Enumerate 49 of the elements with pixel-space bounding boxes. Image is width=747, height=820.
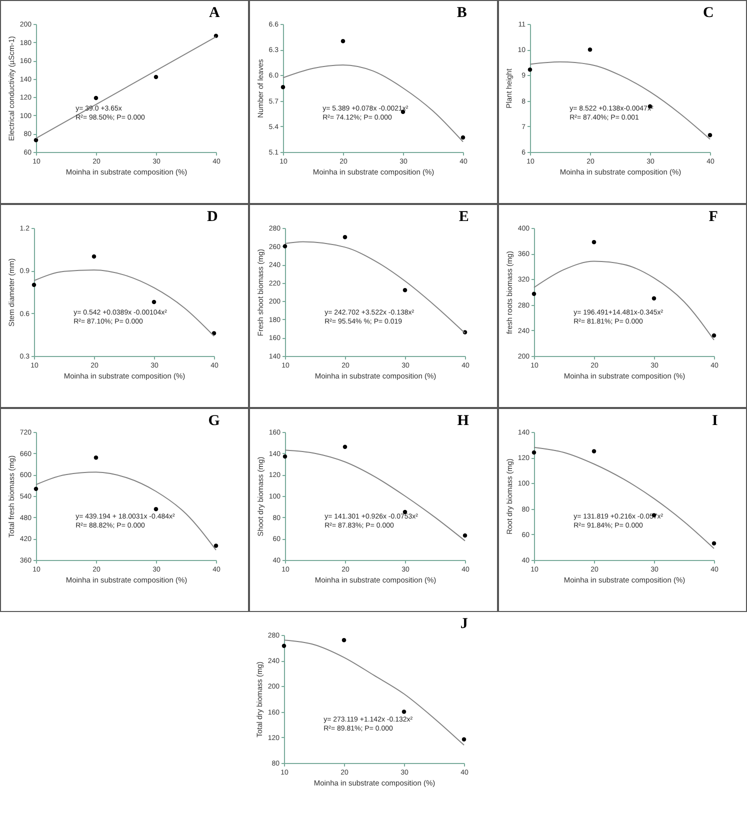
- chart-title: G: [208, 413, 220, 429]
- point: [402, 710, 406, 714]
- chart-title: C: [703, 5, 714, 21]
- point: [592, 449, 596, 454]
- point: [588, 47, 592, 52]
- line-series: [36, 472, 216, 551]
- point: [342, 444, 348, 450]
- point: [282, 644, 286, 648]
- chart-title: I: [712, 413, 718, 429]
- point: [652, 296, 656, 301]
- point: [214, 544, 218, 548]
- point: [280, 85, 286, 90]
- point: [342, 638, 346, 642]
- line-series: [534, 446, 714, 549]
- point: [282, 454, 288, 459]
- point: [460, 135, 466, 140]
- point: [532, 292, 536, 296]
- line-series: [284, 640, 464, 746]
- point: [342, 235, 348, 240]
- point: [152, 300, 156, 304]
- point: [94, 96, 98, 100]
- point: [154, 74, 158, 80]
- point: [712, 333, 716, 338]
- point: [340, 38, 346, 44]
- point: [462, 737, 466, 742]
- line-series: [284, 450, 466, 542]
- point: [532, 450, 536, 455]
- line-series: [282, 64, 464, 142]
- chart-title: A: [209, 5, 220, 21]
- point: [154, 507, 158, 512]
- chart-title: F: [708, 209, 718, 225]
- point: [94, 455, 98, 460]
- point: [708, 132, 712, 138]
- chart-title: D: [207, 209, 218, 225]
- point: [712, 541, 716, 546]
- point: [462, 533, 468, 538]
- point: [34, 486, 38, 492]
- point: [592, 240, 596, 244]
- chart-title: J: [460, 616, 468, 632]
- point: [34, 138, 38, 142]
- point: [92, 254, 96, 259]
- point: [32, 282, 36, 288]
- point: [402, 288, 408, 292]
- chart-title: E: [458, 209, 469, 225]
- chart-title: H: [457, 413, 470, 429]
- chart-title: B: [456, 5, 467, 21]
- line-series: [534, 260, 714, 340]
- point: [528, 67, 532, 72]
- line-series: [530, 61, 710, 140]
